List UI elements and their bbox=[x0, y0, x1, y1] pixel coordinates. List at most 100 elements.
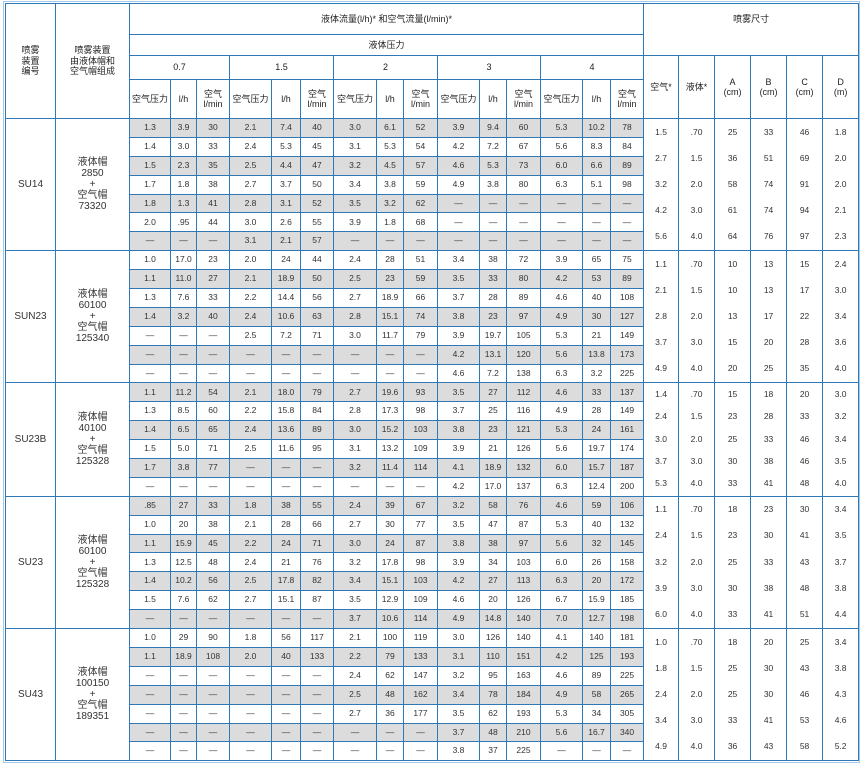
header-pressure-4: 4 bbox=[539, 55, 645, 80]
data-cell: 3.8 bbox=[170, 458, 197, 478]
spray-size-cell: 15 23 25 30 33 bbox=[714, 382, 752, 497]
data-cell: 54 bbox=[196, 382, 230, 403]
data-cell: — bbox=[376, 722, 404, 743]
data-cell: — bbox=[609, 212, 645, 233]
data-cell: 116 bbox=[506, 401, 541, 422]
spray-size-value: 2.0 bbox=[834, 152, 847, 163]
spray-size-value: 41 bbox=[799, 530, 810, 541]
data-cell: 1.8 bbox=[376, 212, 404, 233]
data-cell: 79 bbox=[300, 382, 334, 403]
spray-size-value: 3.8 bbox=[834, 662, 847, 673]
data-cell: 60 bbox=[196, 401, 230, 422]
table-row: SU14 液体帽 2850 + 空气帽 73320 1.3 3.9 30 2.1 7.4 40… bbox=[5, 117, 860, 252]
spray-size-value: 46 bbox=[799, 126, 810, 137]
data-cell: — bbox=[196, 741, 230, 762]
spray-size-value: 1.8 bbox=[655, 662, 667, 673]
data-cell: 109 bbox=[403, 439, 438, 460]
spray-size-value: 30 bbox=[727, 455, 738, 466]
data-cell: 56 bbox=[271, 628, 301, 648]
spray-size-value: 3.0 bbox=[834, 284, 847, 295]
spray-size-cell: 1.1 2.1 2.8 3.7 4.9 bbox=[643, 250, 680, 384]
data-cell: 3.9 bbox=[437, 118, 480, 138]
spray-size-cell: 2.4 3.0 3.4 3.6 4.0 bbox=[822, 250, 860, 384]
data-cell: 133 bbox=[403, 646, 438, 667]
data-cell: 1.1 bbox=[129, 533, 171, 554]
data-cell: 6.5 bbox=[170, 420, 197, 441]
table-row: 1.4 6.5 65 2.4 13.6 89 3.0 15.2 103 3.8 23 121 5.3 24… bbox=[6, 420, 859, 441]
header-air-lmin: 空气 l/min bbox=[506, 79, 541, 119]
data-cell: 67 bbox=[403, 495, 438, 516]
spray-size-cell: 1.1 2.4 3.2 3.9 6.0 bbox=[643, 495, 680, 630]
spray-size-value: 30 bbox=[799, 504, 810, 515]
spray-size-value: 25 bbox=[727, 556, 738, 567]
table-row: 1.5 5.0 71 2.5 11.6 95 3.1 13.2 109 3.9 21 126 5.6 19… bbox=[6, 439, 859, 460]
data-cell: — bbox=[479, 231, 507, 252]
data-cell: 3.0 bbox=[333, 118, 377, 138]
data-cell: — bbox=[170, 722, 197, 743]
data-cell: 3.9 bbox=[437, 552, 480, 573]
data-cell: 1.3 bbox=[129, 118, 171, 138]
data-cell: 1.7 bbox=[129, 458, 171, 478]
data-cell: 1.1 bbox=[129, 269, 171, 290]
data-cell: 2.4 bbox=[229, 552, 272, 573]
data-cell: 106 bbox=[609, 495, 645, 516]
data-cell: 3.2 bbox=[333, 552, 377, 573]
data-cell: .95 bbox=[170, 212, 197, 233]
table-row: — — —3.1 2.1 57— — — — — — — — — bbox=[6, 231, 859, 252]
table-row: — — — — — —3.7 10.6 114 4.9 14.8 140 7.0 12.7 198 bbox=[6, 609, 859, 630]
data-cell: 38 bbox=[196, 514, 230, 535]
header-air-pressure: 空气压力 bbox=[129, 79, 171, 119]
data-cell: — bbox=[129, 703, 171, 724]
data-cell: 23 bbox=[196, 250, 230, 271]
data-cell: 54 bbox=[403, 136, 438, 157]
data-cell: 210 bbox=[506, 722, 541, 743]
spray-size-value: 46 bbox=[799, 688, 810, 699]
spray-size-value: 3.6 bbox=[834, 336, 847, 347]
data-cell: 45 bbox=[300, 136, 334, 157]
data-cell: 97 bbox=[506, 533, 541, 554]
spray-size-value: 97 bbox=[799, 230, 810, 241]
data-cell: — bbox=[333, 231, 377, 252]
spray-size-value: 5.2 bbox=[834, 740, 847, 751]
data-cell: 140 bbox=[582, 628, 611, 648]
data-cell: 5.3 bbox=[540, 514, 583, 535]
spray-size-value: 4.4 bbox=[834, 608, 847, 619]
data-cell: 79 bbox=[403, 325, 438, 346]
data-cell: 26 bbox=[582, 552, 611, 573]
data-cell: 40 bbox=[582, 514, 611, 535]
spray-size-value: 4.0 bbox=[834, 478, 847, 489]
data-cell: 5.1 bbox=[582, 174, 611, 195]
data-cell: — bbox=[403, 722, 438, 743]
data-cell: 4.9 bbox=[540, 306, 583, 327]
spray-size-value: 3.2 bbox=[655, 178, 667, 189]
spray-size-cell: 1.8 2.0 2.0 2.1 2.3 bbox=[822, 117, 860, 252]
spray-size-value: 4.0 bbox=[690, 363, 703, 374]
data-cell: 187 bbox=[609, 458, 645, 478]
data-cell: 2.2 bbox=[229, 288, 272, 308]
data-cell: 10.2 bbox=[582, 118, 611, 138]
data-cell: 4.2 bbox=[437, 344, 480, 365]
data-cell: 3.8 bbox=[376, 174, 404, 195]
data-cell: 1.4 bbox=[129, 571, 171, 592]
data-cell: 25 bbox=[479, 401, 507, 422]
data-cell: — bbox=[582, 231, 611, 252]
header-pressure-1.5: 1.5 bbox=[229, 55, 334, 80]
spray-size-value: 3.4 bbox=[834, 636, 847, 647]
spray-size-value: 25 bbox=[727, 433, 738, 444]
table-row: — — — — — —2.5 48 162 3.4 78 184 4.9 58 265 bbox=[6, 684, 859, 705]
data-cell: 78 bbox=[609, 118, 645, 138]
spray-size-value: 3.8 bbox=[834, 582, 847, 593]
spray-size-values: 3.4 3.8 4.3 4.6 5.2 bbox=[824, 630, 858, 760]
spray-size-value: .70 bbox=[690, 504, 703, 515]
data-cell: — bbox=[506, 231, 541, 252]
spray-size-value: 4.0 bbox=[690, 608, 703, 619]
header-spray-col: B (cm) bbox=[750, 55, 788, 119]
spray-size-value: 25 bbox=[799, 636, 810, 647]
data-cell: 51 bbox=[403, 250, 438, 271]
data-cell: 3.7 bbox=[271, 174, 301, 195]
data-cell: 172 bbox=[609, 571, 645, 592]
spray-size-value: 4.9 bbox=[655, 363, 667, 374]
data-cell: 2.8 bbox=[229, 193, 272, 214]
data-cell: 47 bbox=[300, 155, 334, 176]
data-cell: 3.2 bbox=[437, 495, 480, 516]
